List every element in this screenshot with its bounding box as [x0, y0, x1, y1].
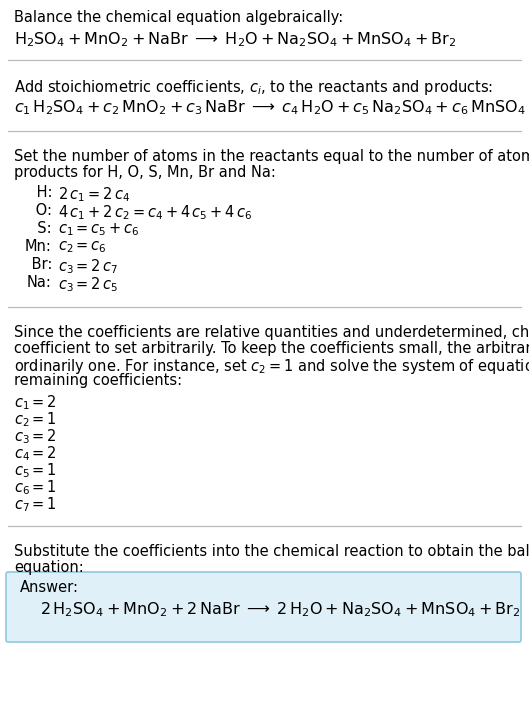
Text: $c_6 = 1$: $c_6 = 1$ — [14, 478, 57, 497]
Text: equation:: equation: — [14, 560, 84, 575]
Text: $c_1 = 2$: $c_1 = 2$ — [14, 393, 57, 411]
Text: O:: O: — [31, 203, 52, 218]
Text: $c_3 = 2\,c_7$: $c_3 = 2\,c_7$ — [58, 257, 118, 276]
Text: $c_3 = 2$: $c_3 = 2$ — [14, 427, 57, 446]
Text: Set the number of atoms in the reactants equal to the number of atoms in the: Set the number of atoms in the reactants… — [14, 149, 529, 164]
Text: $c_4 = 2$: $c_4 = 2$ — [14, 444, 57, 462]
Text: Since the coefficients are relative quantities and underdetermined, choose a: Since the coefficients are relative quan… — [14, 325, 529, 340]
Text: $c_1\,\mathregular{H_2SO_4} + c_2\,\mathregular{MnO_2} + c_3\,\mathregular{NaBr}: $c_1\,\mathregular{H_2SO_4} + c_2\,\math… — [14, 98, 529, 117]
Text: $2\,\mathregular{H_2SO_4} + \mathregular{MnO_2} + 2\,\mathregular{NaBr}\;\longri: $2\,\mathregular{H_2SO_4} + \mathregular… — [40, 600, 521, 619]
Text: Balance the chemical equation algebraically:: Balance the chemical equation algebraica… — [14, 10, 343, 25]
Text: ordinarily one. For instance, set $c_2 = 1$ and solve the system of equations fo: ordinarily one. For instance, set $c_2 =… — [14, 357, 529, 376]
Text: $c_1 = c_5 + c_6$: $c_1 = c_5 + c_6$ — [58, 221, 140, 238]
Text: $c_7 = 1$: $c_7 = 1$ — [14, 495, 57, 514]
Text: $c_2 = 1$: $c_2 = 1$ — [14, 410, 57, 429]
Text: $c_2 = c_6$: $c_2 = c_6$ — [58, 239, 107, 254]
Text: Br:: Br: — [26, 257, 52, 272]
Text: $4\,c_1 + 2\,c_2 = c_4 + 4\,c_5 + 4\,c_6$: $4\,c_1 + 2\,c_2 = c_4 + 4\,c_5 + 4\,c_6… — [58, 203, 252, 222]
Text: Answer:: Answer: — [20, 580, 79, 595]
Text: Mn:: Mn: — [25, 239, 52, 254]
Text: Add stoichiometric coefficients, $c_i$, to the reactants and products:: Add stoichiometric coefficients, $c_i$, … — [14, 78, 493, 97]
FancyBboxPatch shape — [6, 572, 521, 642]
Text: Substitute the coefficients into the chemical reaction to obtain the balanced: Substitute the coefficients into the che… — [14, 544, 529, 559]
Text: $c_3 = 2\,c_5$: $c_3 = 2\,c_5$ — [58, 275, 118, 294]
Text: $c_5 = 1$: $c_5 = 1$ — [14, 461, 57, 480]
Text: $2\,c_1 = 2\,c_4$: $2\,c_1 = 2\,c_4$ — [58, 185, 130, 204]
Text: S:: S: — [29, 221, 52, 236]
Text: Na:: Na: — [27, 275, 52, 290]
Text: coefficient to set arbitrarily. To keep the coefficients small, the arbitrary va: coefficient to set arbitrarily. To keep … — [14, 341, 529, 356]
Text: products for H, O, S, Mn, Br and Na:: products for H, O, S, Mn, Br and Na: — [14, 165, 276, 180]
Text: H:: H: — [32, 185, 52, 200]
Text: remaining coefficients:: remaining coefficients: — [14, 373, 182, 388]
Text: $\mathregular{H_2SO_4} + \mathregular{MnO_2} + \mathregular{NaBr}\;\longrightarr: $\mathregular{H_2SO_4} + \mathregular{Mn… — [14, 30, 457, 49]
